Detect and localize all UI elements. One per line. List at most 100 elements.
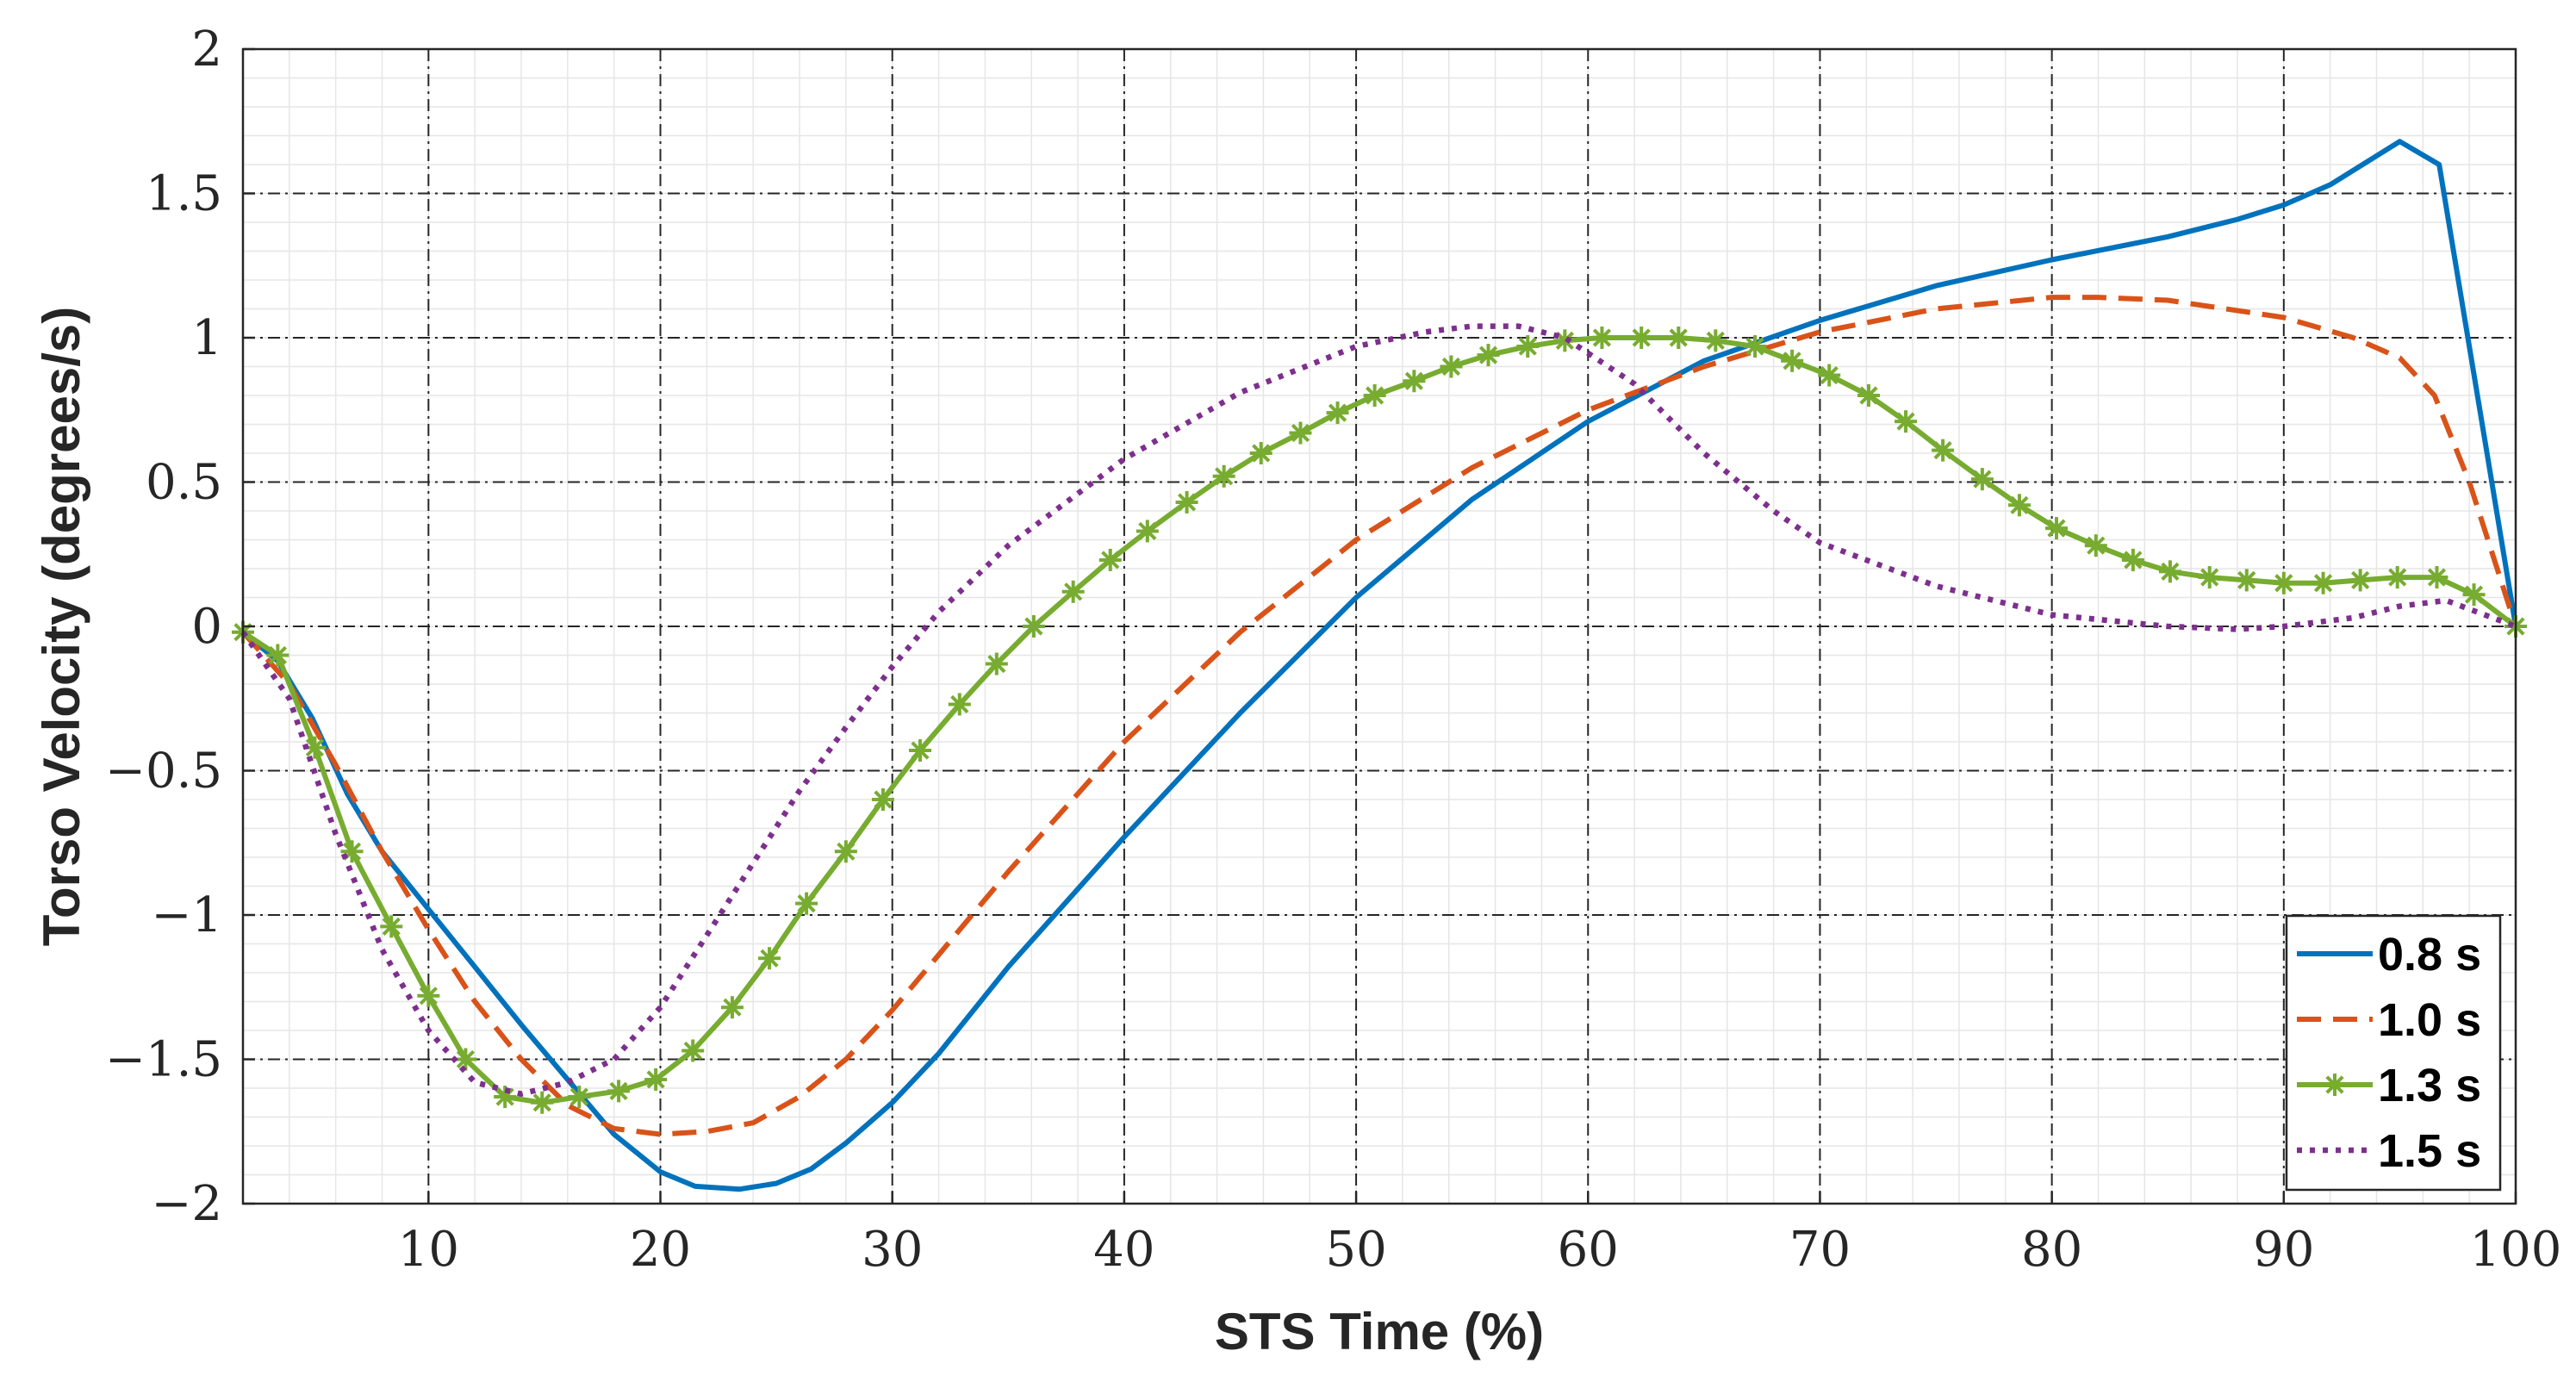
series-marker [1363, 384, 1386, 407]
legend-item: 1.0 s [2297, 994, 2481, 1046]
series-marker [909, 739, 932, 762]
x-tick-label: 80 [2021, 1222, 2082, 1278]
series-marker [1289, 421, 1312, 445]
series-marker-stroke [760, 949, 779, 968]
series-marker [2425, 566, 2448, 589]
series-marker-stroke [569, 1087, 588, 1106]
series-marker [1326, 401, 1349, 425]
series-marker [1590, 327, 1614, 349]
y-tick-label: 1 [191, 310, 222, 366]
series-marker [417, 984, 440, 1007]
series-marker-stroke [1366, 386, 1384, 405]
series-line [241, 139, 2518, 1192]
series-marker [340, 840, 364, 863]
series-marker-stroke [950, 694, 969, 714]
series-marker-stroke [2388, 568, 2407, 587]
legend: 0.8 s 1.0 s 1.3 s 1.5 s [2285, 914, 2502, 1192]
series-marker-stroke [2427, 568, 2447, 587]
series-marker [834, 840, 857, 863]
series-marker [1022, 615, 1045, 638]
series-marker-stroke [1064, 582, 1083, 601]
series-marker [2386, 566, 2409, 589]
series-marker-stroke [1669, 328, 1688, 347]
series-marker [1061, 580, 1085, 603]
series-marker-stroke [683, 1041, 702, 1061]
y-tick-label: 2 [191, 22, 222, 78]
series-marker-stroke [532, 1093, 551, 1112]
series-marker-stroke [1632, 328, 1651, 347]
series-marker [2121, 548, 2144, 571]
series-marker [1667, 327, 1690, 349]
series-marker [1895, 410, 1918, 433]
series-marker-stroke [1177, 493, 1197, 512]
series-marker-stroke [1138, 521, 1157, 541]
legend-item: 1.5 s [2297, 1125, 2481, 1177]
series-marker-stroke [1441, 357, 1461, 377]
y-axis-ticks: −2 −1.5 −1 −0.5 0 0.5 1 1.5 2 [105, 22, 255, 1232]
series-marker [644, 1067, 668, 1091]
series-marker-stroke [1404, 371, 1423, 390]
series-marker [795, 892, 818, 915]
series-marker [303, 736, 327, 759]
series-marker [985, 652, 1008, 675]
series-marker [871, 788, 894, 811]
series-1-5s [240, 323, 2517, 1097]
series-marker-stroke [911, 741, 930, 760]
series-marker [681, 1039, 705, 1062]
series-marker [1970, 468, 1994, 491]
series-marker-stroke [1215, 467, 1234, 486]
series-layer [232, 139, 2527, 1192]
series-marker-stroke [797, 893, 816, 913]
series-marker [1781, 349, 1804, 372]
series-marker [2045, 517, 2069, 540]
series-marker-stroke [723, 998, 742, 1017]
series-marker-stroke [268, 645, 287, 665]
series-marker-stroke [2313, 574, 2333, 593]
series-marker-stroke [2161, 562, 2180, 581]
series-marker-stroke [2351, 570, 2370, 590]
x-tick-label: 60 [1558, 1222, 1619, 1278]
series-marker [1818, 364, 1841, 387]
series-marker-stroke [1291, 423, 1310, 443]
series-marker-stroke [1896, 412, 1915, 431]
series-marker [2084, 534, 2107, 557]
series-marker [1630, 327, 1653, 349]
series-marker-stroke [456, 1049, 476, 1069]
series-marker [454, 1048, 477, 1071]
y-tick-label: 0.5 [146, 455, 222, 511]
series-marker [1440, 355, 1463, 378]
series-marker [2349, 569, 2372, 592]
series-marker-stroke [1745, 337, 1764, 356]
series-marker [380, 915, 403, 938]
series-marker [1857, 384, 1880, 407]
series-marker-stroke [1783, 352, 1801, 370]
legend-label: 1.0 s [2378, 994, 2481, 1046]
x-tick-label: 30 [862, 1222, 923, 1278]
series-marker [1212, 464, 1235, 488]
series-marker-stroke [419, 987, 438, 1005]
y-tick-label: 0 [191, 599, 222, 655]
x-tick-label: 20 [630, 1222, 691, 1278]
series-marker [1932, 439, 1955, 462]
x-axis-ticks: 10 20 30 40 50 60 70 80 90 100 [398, 1192, 2561, 1278]
series-marker-stroke [1973, 470, 1992, 489]
legend-item: 1.3 s [2297, 1060, 2481, 1111]
series-marker-stroke [2124, 551, 2143, 570]
series-marker [1403, 370, 1426, 393]
series-marker-stroke [305, 738, 325, 757]
series-marker-stroke [1592, 328, 1612, 347]
series-marker [1704, 329, 1727, 352]
series-marker [1175, 490, 1198, 513]
legend-box [2285, 914, 2502, 1192]
y-tick-label: 1.5 [146, 166, 222, 222]
y-axis-title: Torso Velocity (degrees/s) [33, 307, 90, 946]
series-marker [2272, 571, 2295, 594]
series-marker [1744, 335, 1767, 358]
series-line [240, 295, 2518, 1137]
series-marker-stroke [609, 1081, 628, 1100]
series-marker-stroke [646, 1070, 665, 1089]
series-marker-stroke [382, 917, 401, 937]
x-tick-label: 90 [2253, 1222, 2314, 1278]
series-0-8s [241, 139, 2518, 1192]
